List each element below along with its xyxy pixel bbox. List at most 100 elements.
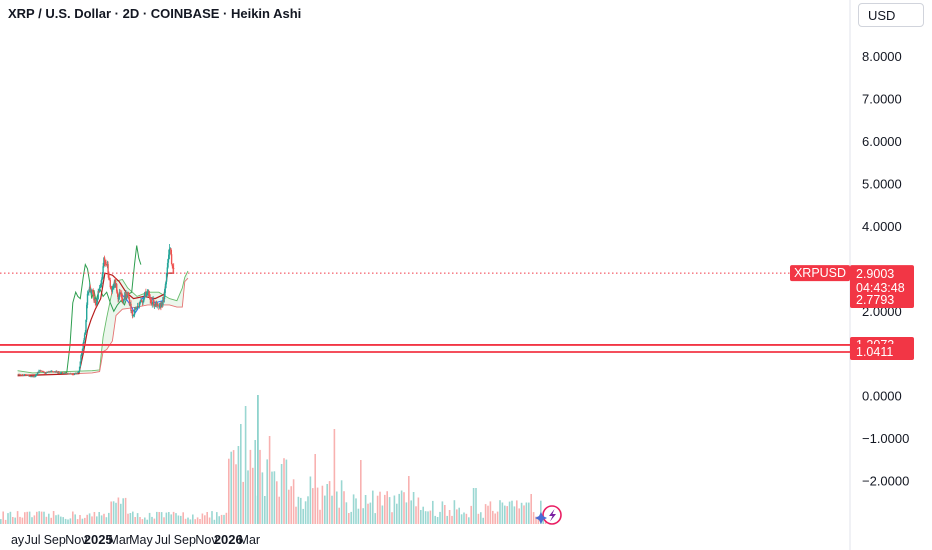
candle-body bbox=[148, 294, 151, 298]
volume-bar bbox=[86, 514, 88, 524]
candle-body bbox=[73, 373, 76, 375]
volume-bar bbox=[19, 516, 21, 524]
volume-bar bbox=[456, 509, 458, 524]
volume-bar bbox=[321, 485, 324, 524]
volume-bar bbox=[432, 500, 434, 524]
volume-bar bbox=[398, 493, 400, 524]
volume-bar bbox=[76, 519, 79, 524]
candle-body bbox=[103, 257, 106, 261]
currency-button[interactable]: USD bbox=[858, 3, 924, 27]
volume-bar bbox=[475, 488, 477, 524]
volume-bar bbox=[232, 450, 235, 524]
price-tick-label: 7.0000 bbox=[862, 92, 902, 107]
candle-body bbox=[29, 375, 31, 377]
volume-bar bbox=[199, 519, 201, 524]
volume-bar bbox=[532, 512, 535, 524]
volume-bar bbox=[266, 459, 268, 524]
volume-bar bbox=[405, 502, 408, 524]
volume-bar bbox=[338, 507, 340, 524]
volume-bar bbox=[336, 491, 338, 524]
volume-bar bbox=[441, 501, 444, 524]
candles bbox=[17, 244, 175, 378]
volume-bar bbox=[57, 514, 60, 524]
volume-bar bbox=[213, 519, 216, 524]
volume-bar bbox=[148, 512, 151, 524]
volume-bar bbox=[151, 516, 153, 524]
candle-body bbox=[93, 293, 95, 301]
volume-bar bbox=[357, 508, 360, 524]
volume-bar bbox=[458, 507, 460, 524]
candle-body bbox=[111, 287, 114, 292]
volume-bar bbox=[249, 449, 252, 524]
volume-bar bbox=[153, 518, 156, 524]
lightning-icon bbox=[549, 509, 556, 522]
candle-body bbox=[68, 373, 70, 375]
candle-body bbox=[150, 299, 152, 302]
candle-body bbox=[76, 372, 79, 374]
candle-body bbox=[130, 303, 132, 311]
month-tick-label: Nov bbox=[65, 533, 88, 547]
volume-bar bbox=[542, 516, 544, 524]
volume-bar bbox=[496, 511, 499, 524]
volume-bar bbox=[100, 515, 103, 524]
volume-bar bbox=[463, 512, 465, 524]
volume-bar bbox=[21, 517, 24, 524]
candle-body bbox=[98, 287, 101, 292]
candle-body bbox=[172, 266, 174, 269]
chart-title: XRP / U.S. Dollar · 2D · COINBASE · Heik… bbox=[8, 6, 302, 21]
candle-body bbox=[168, 248, 171, 255]
volume-bar bbox=[415, 506, 417, 524]
candle-body bbox=[117, 293, 119, 300]
volume-bar bbox=[122, 498, 124, 524]
month-tick-label: Nov bbox=[195, 533, 218, 547]
candle-body bbox=[91, 290, 93, 292]
volume-bar bbox=[144, 517, 146, 524]
volume-bar bbox=[494, 513, 496, 524]
volume-bar bbox=[216, 512, 218, 524]
volume-bar bbox=[225, 512, 228, 524]
symbol-tag-background bbox=[790, 265, 850, 282]
sparkle-icon bbox=[535, 512, 547, 524]
volume-bar bbox=[62, 517, 64, 524]
candle-body bbox=[165, 273, 168, 282]
volume-bar bbox=[252, 467, 254, 524]
volume-bar bbox=[540, 500, 542, 524]
volume-bar bbox=[482, 517, 484, 524]
alert-marker[interactable] bbox=[535, 505, 562, 525]
candle-body bbox=[127, 293, 129, 296]
volume-bar bbox=[112, 501, 115, 524]
candle-body bbox=[121, 292, 123, 298]
candle-body bbox=[61, 372, 64, 373]
candle-body bbox=[83, 340, 85, 344]
candle-body bbox=[142, 301, 144, 303]
candle-body bbox=[19, 374, 22, 376]
volume-bar bbox=[280, 464, 283, 524]
volume-bar bbox=[453, 500, 456, 524]
candle-body bbox=[107, 264, 109, 274]
candle-body bbox=[101, 279, 103, 284]
price-tick-label: 4.0000 bbox=[862, 219, 902, 234]
candle-body bbox=[123, 295, 126, 300]
candle-body bbox=[42, 371, 44, 373]
volume-bar bbox=[158, 512, 160, 524]
volume-bar bbox=[355, 498, 357, 524]
volume-bar bbox=[12, 517, 14, 524]
price-axis[interactable]: 8.00007.00006.00005.00004.00002.00000.00… bbox=[862, 49, 909, 489]
volume-bar bbox=[257, 395, 259, 524]
volume-bar bbox=[2, 511, 4, 524]
candle-body bbox=[167, 259, 169, 268]
volume-bar bbox=[45, 516, 48, 524]
candle-body bbox=[152, 299, 154, 304]
volume-bar bbox=[427, 511, 429, 524]
volume-bar bbox=[379, 491, 381, 524]
volume-bar bbox=[108, 512, 110, 524]
volume-bar bbox=[40, 511, 43, 524]
volume-bar bbox=[400, 490, 403, 524]
volume-bar bbox=[271, 471, 273, 524]
volume-bar bbox=[55, 515, 57, 524]
candle-body bbox=[81, 352, 83, 356]
candle-body bbox=[47, 371, 49, 373]
